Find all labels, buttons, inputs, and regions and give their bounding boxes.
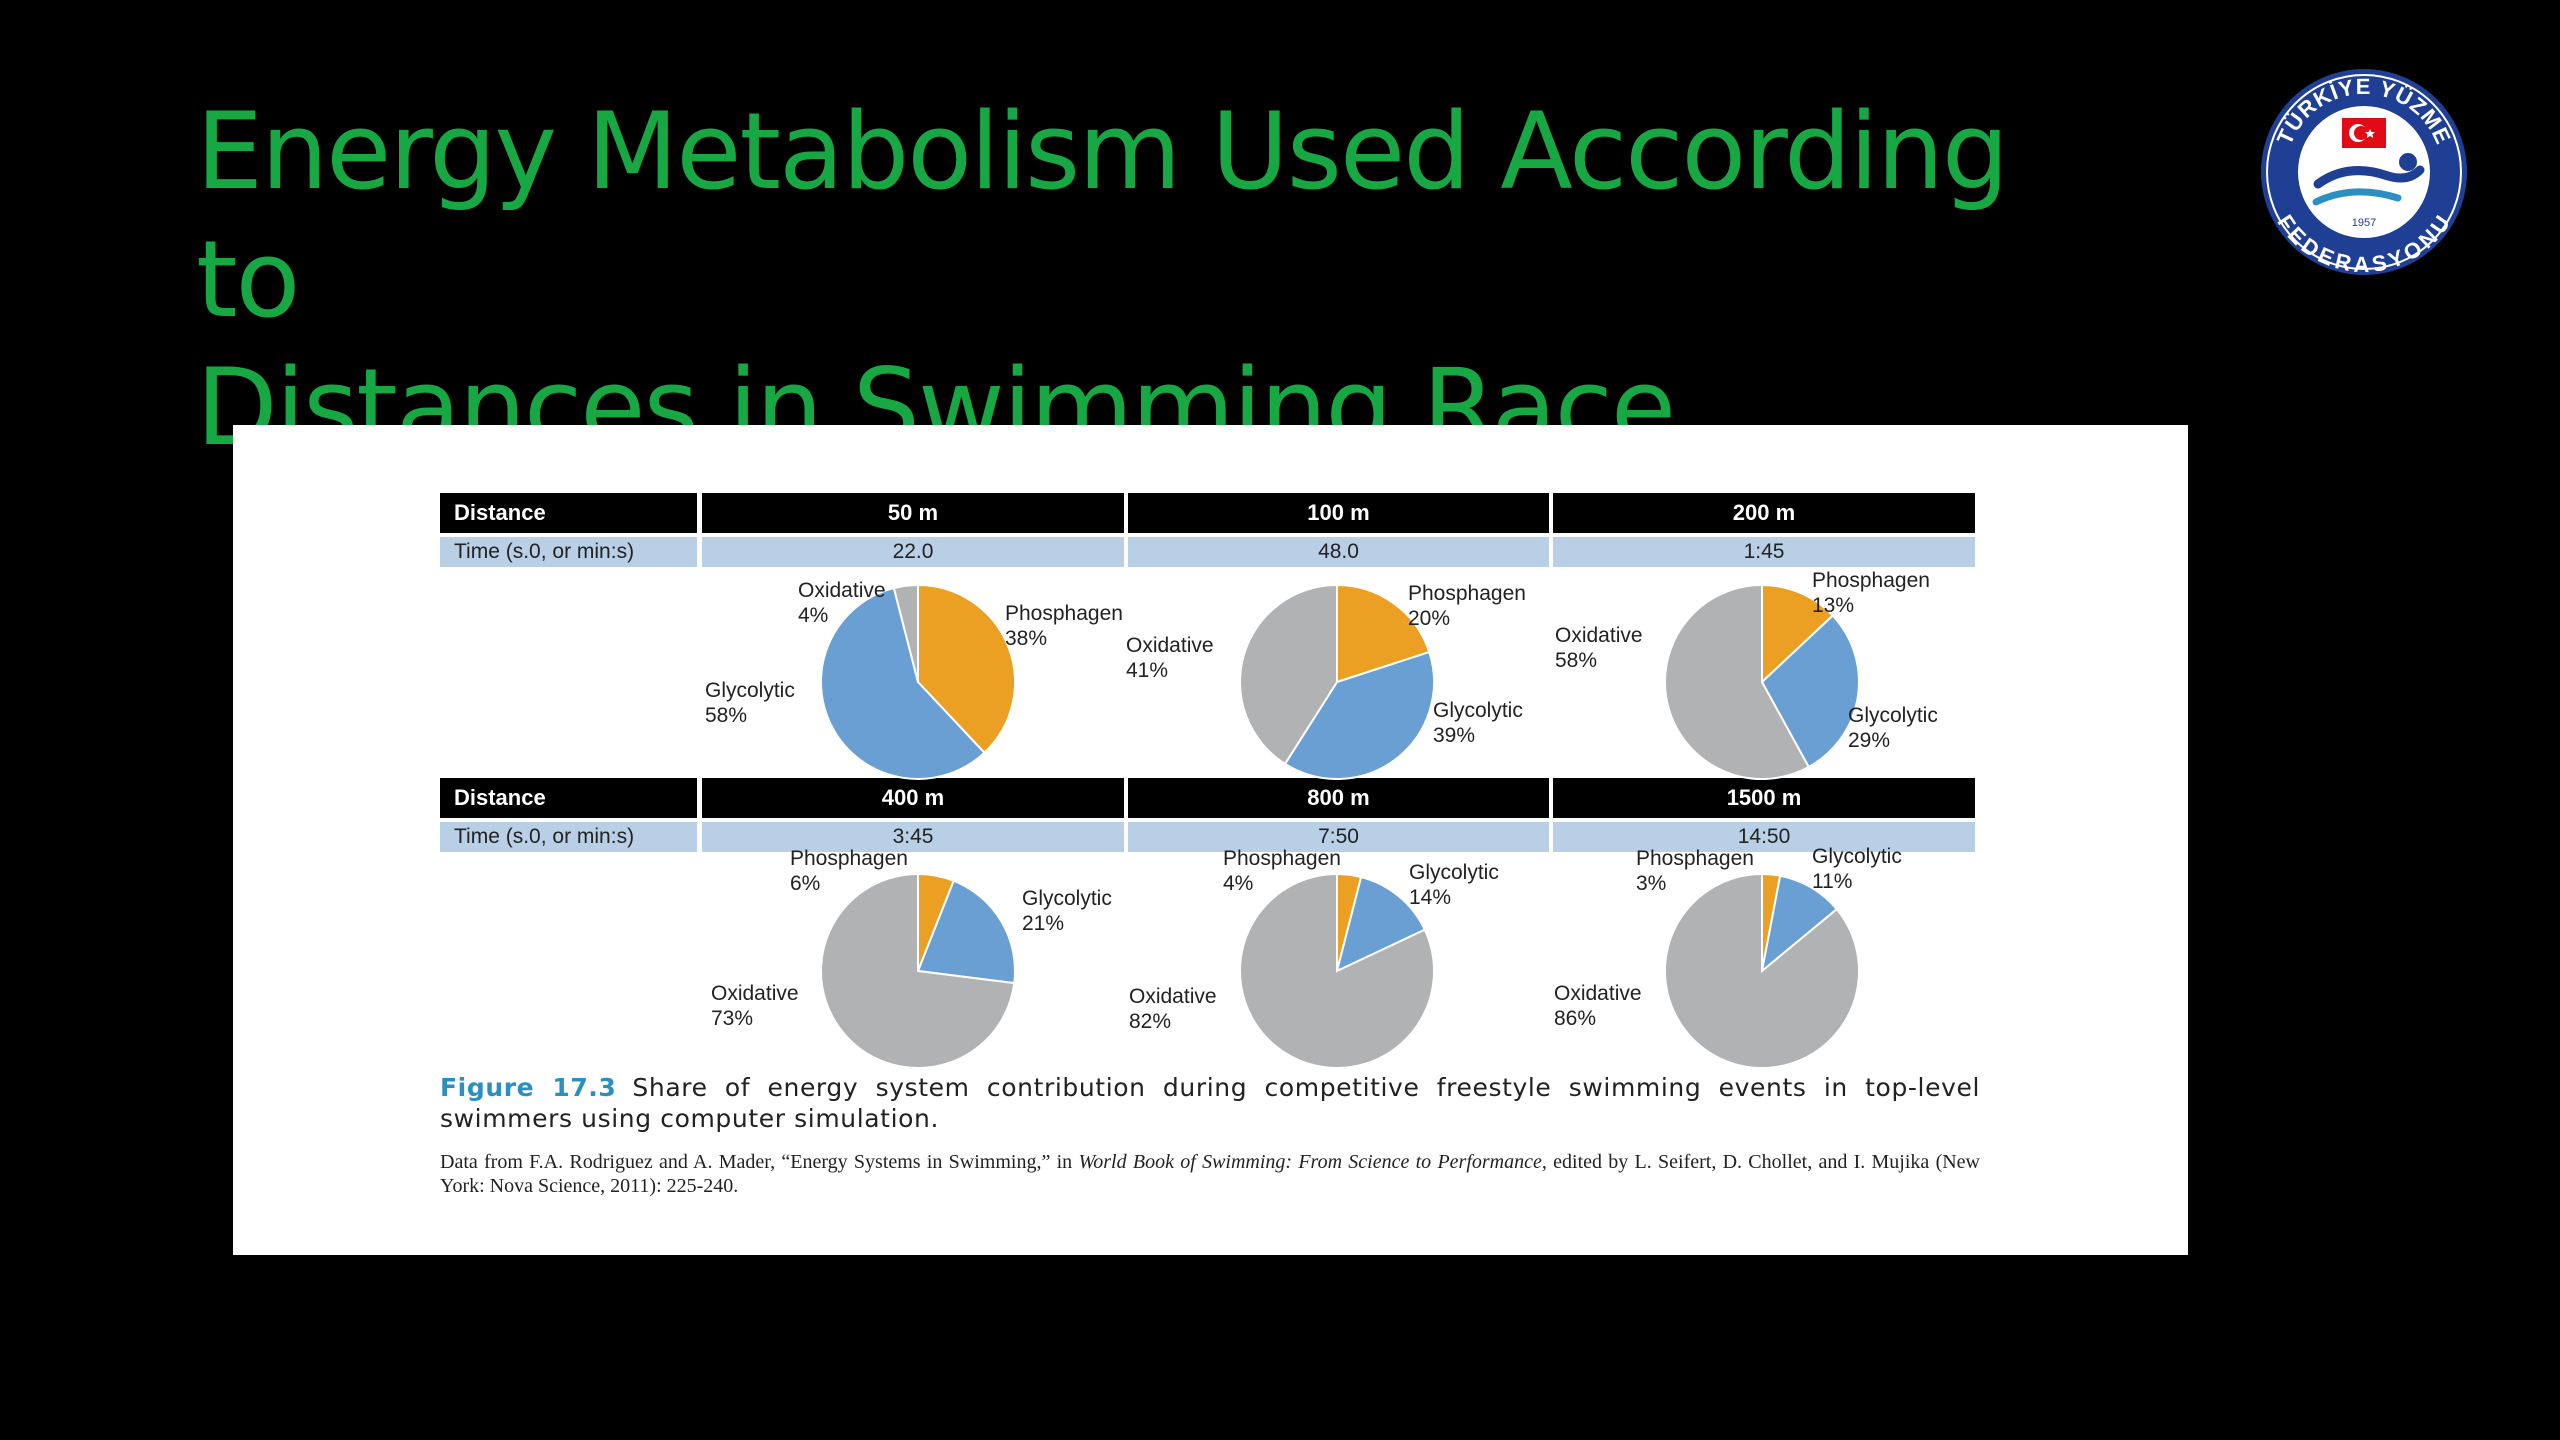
pie-value-phosphagen: 20%	[1408, 607, 1450, 630]
pie-value-glycolytic: 14%	[1409, 886, 1451, 909]
distance-header: Distance	[440, 778, 697, 818]
distance-cell: 50 m	[702, 493, 1124, 533]
pie-label-oxidative: Oxidative	[1129, 985, 1217, 1008]
pie-value-phosphagen: 4%	[1223, 872, 1253, 895]
source-book: World Book of Swimming: From Science to …	[1078, 1151, 1542, 1173]
pie-charts: Phosphagen38%Glycolytic58%Oxidative4%Pho…	[705, 569, 1938, 1069]
pie-slice-oxidative	[1664, 583, 1811, 780]
pie-value-phosphagen: 6%	[790, 872, 820, 895]
logo-wave-icon	[2313, 165, 2425, 189]
time-cell: 14:50	[1553, 822, 1975, 852]
pie-label-oxidative: Oxidative	[1126, 634, 1214, 657]
time-row: Time (s.0, or min:s) 22.0 48.0 1:45	[440, 537, 1975, 567]
time-header: Time (s.0, or min:s)	[440, 537, 697, 567]
time-cell: 48.0	[1128, 537, 1549, 567]
time-header: Time (s.0, or min:s)	[440, 822, 697, 852]
pie-label-glycolytic: Glycolytic	[1433, 699, 1523, 722]
distance-row: Distance 400 m 800 m 1500 m	[440, 778, 1975, 818]
figure-caption-text: Share of energy system contribution duri…	[440, 1073, 1980, 1133]
distance-cell: 1500 m	[1553, 778, 1975, 818]
pie-slice-glycolytic	[1283, 650, 1435, 780]
distance-cell: 100 m	[1128, 493, 1549, 533]
pie-slice-glycolytic	[1335, 875, 1427, 973]
pie-slice-oxidative	[1664, 872, 1860, 1069]
pie-label-glycolytic: Glycolytic	[1022, 887, 1112, 910]
pie-label-oxidative: Oxidative	[711, 982, 799, 1005]
logo-swimmer-head	[2399, 153, 2417, 171]
pie-value-oxidative: 41%	[1126, 659, 1168, 682]
pie-value-phosphagen: 13%	[1812, 594, 1854, 617]
pie-label-phosphagen: Phosphagen	[1812, 569, 1930, 592]
pie-slice-glycolytic	[916, 879, 1016, 985]
distance-header: Distance	[440, 493, 697, 533]
figure-source: Data from F.A. Rodriguez and A. Mader, “…	[440, 1150, 1980, 1198]
pie-slice-glycolytic	[820, 586, 986, 780]
source-prefix: Data from F.A. Rodriguez and A. Mader, “…	[440, 1151, 1073, 1173]
slide-title: Energy Metabolism Used According to Dist…	[196, 88, 2096, 472]
pie-value-glycolytic: 11%	[1812, 870, 1852, 893]
time-cell: 1:45	[1553, 537, 1975, 567]
distance-cell: 800 m	[1128, 778, 1549, 818]
pie-label-oxidative: Oxidative	[1554, 982, 1642, 1005]
pie-slice-glycolytic	[1760, 874, 1839, 974]
pie-label-glycolytic: Glycolytic	[1848, 704, 1938, 727]
pie-slice-oxidative	[1238, 583, 1338, 766]
pie-slice-oxidative	[1239, 872, 1435, 1069]
slide-title-line1: Energy Metabolism Used According to	[196, 90, 2009, 341]
figure-caption: Figure 17.3 Share of energy system contri…	[440, 1072, 1980, 1134]
pie-slice-oxidative	[892, 583, 919, 683]
distance-row: Distance 50 m 100 m 200 m	[440, 493, 1975, 533]
pie-slice-phosphagen	[1336, 583, 1431, 684]
pie-slice-phosphagen	[1761, 583, 1835, 685]
time-cell: 3:45	[702, 822, 1124, 852]
pie-label-phosphagen: Phosphagen	[1223, 847, 1341, 870]
pie-value-glycolytic: 21%	[1022, 912, 1064, 935]
distance-cell: 400 m	[702, 778, 1124, 818]
pie-label-phosphagen: Phosphagen	[1005, 602, 1123, 625]
pie-value-oxidative: 73%	[711, 1007, 753, 1030]
pie-value-phosphagen: 38%	[1005, 627, 1047, 650]
pie-value-glycolytic: 58%	[705, 704, 747, 727]
pie-value-glycolytic: 39%	[1433, 724, 1475, 747]
pie-slice-oxidative	[820, 872, 1016, 1069]
pie-value-oxidative: 82%	[1129, 1010, 1171, 1033]
figure-panel: Distance 50 m 100 m 200 m Time (s.0, or …	[233, 425, 2188, 1255]
distance-cell: 200 m	[1553, 493, 1975, 533]
pie-label-phosphagen: Phosphagen	[1408, 582, 1526, 605]
time-cell: 7:50	[1128, 822, 1549, 852]
pie-label-glycolytic: Glycolytic	[1409, 861, 1499, 884]
pie-value-oxidative: 58%	[1555, 649, 1597, 672]
pie-slice-glycolytic	[1760, 614, 1860, 769]
pie-label-glycolytic: Glycolytic	[1812, 845, 1902, 868]
pie-value-glycolytic: 29%	[1848, 729, 1890, 752]
time-cell: 22.0	[702, 537, 1124, 567]
time-row: Time (s.0, or min:s) 3:45 7:50 14:50	[440, 822, 1975, 852]
pie-label-glycolytic: Glycolytic	[705, 679, 795, 702]
pie-label-oxidative: Oxidative	[798, 579, 886, 602]
pie-value-oxidative: 86%	[1554, 1007, 1596, 1030]
source-suffix: , edited by L. Seifert, D. Chollet, and …	[440, 1151, 1980, 1197]
federation-logo: TÜRKİYE YÜZME FEDERASYONU 1957	[2261, 69, 2467, 277]
pie-value-oxidative: 4%	[798, 604, 828, 627]
pie-label-phosphagen: Phosphagen	[1636, 847, 1754, 870]
figure-number: Figure 17.3	[440, 1073, 617, 1102]
pie-value-phosphagen: 3%	[1636, 872, 1666, 895]
logo-year: 1957	[2352, 217, 2376, 229]
pie-slice-phosphagen	[917, 583, 1016, 755]
pie-label-phosphagen: Phosphagen	[790, 847, 908, 870]
pie-label-oxidative: Oxidative	[1555, 624, 1643, 647]
